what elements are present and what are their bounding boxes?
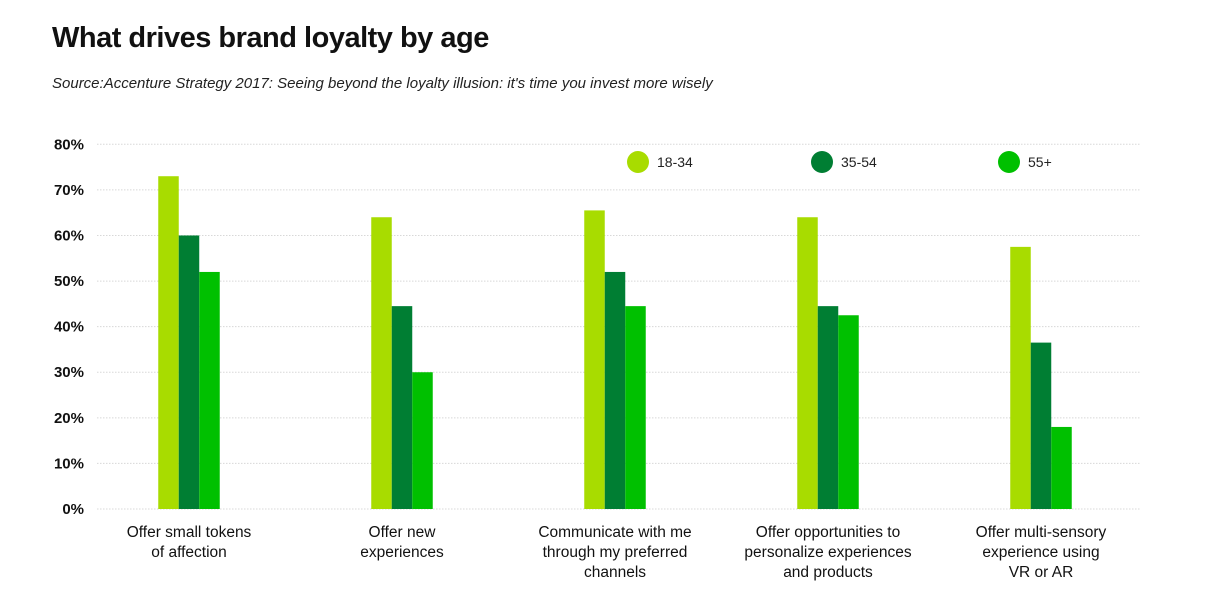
bar-55+-2 [625,306,646,509]
x-category-label: Offer small tokens [127,524,252,541]
bar-18-34-1 [371,217,392,510]
bar-35-54-1 [391,306,413,509]
bar-55+-0 [199,271,220,509]
x-category-label: channels [584,564,646,581]
chart-title: What drives brand loyalty by age [52,22,489,54]
x-category-label: Communicate with me [538,524,691,541]
bar-18-34-4 [1010,246,1031,509]
x-category-label: Offer new [369,524,437,541]
y-tick-label: 30% [54,364,84,381]
y-tick-label: 40% [54,319,84,336]
x-category-label: VR or AR [1009,564,1074,581]
bar-18-34-2 [584,210,605,510]
bar-55+-4 [1051,426,1072,509]
y-tick-label: 20% [54,410,84,427]
x-category-label: experiences [360,544,444,561]
y-tick-label: 0% [62,501,84,518]
y-tick-label: 10% [54,455,84,472]
legend-marker-18-34 [627,151,649,173]
y-tick-label: 70% [54,182,84,199]
chart-subtitle: Source:Accenture Strategy 2017: Seeing b… [52,75,713,92]
bar-55+-3 [838,315,859,509]
y-tick-label: 50% [54,273,84,290]
x-category-label: Offer multi-sensory [976,524,1107,541]
y-tick-label: 80% [54,136,84,153]
legend-marker-55+ [998,151,1020,173]
bar-35-54-4 [1030,342,1052,509]
x-category-label: through my preferred [543,544,688,561]
x-category-label: experience using [982,544,1099,561]
x-category-label: and products [783,564,873,581]
bar-35-54-3 [817,306,839,509]
bar-35-54-0 [178,235,200,509]
legend-label: 55+ [1028,154,1052,170]
legend-label: 35-54 [841,154,877,170]
bar-35-54-2 [604,271,626,509]
x-category-label: Offer opportunities to [756,524,900,541]
bar-55+-1 [412,372,433,509]
y-tick-label: 60% [54,227,84,244]
legend-label: 18-34 [657,154,693,170]
bar-18-34-0 [158,176,179,509]
x-category-label: personalize experiences [744,544,911,561]
legend-marker-35-54 [811,151,833,173]
bar-18-34-3 [797,217,818,510]
x-category-label: of affection [151,544,227,561]
